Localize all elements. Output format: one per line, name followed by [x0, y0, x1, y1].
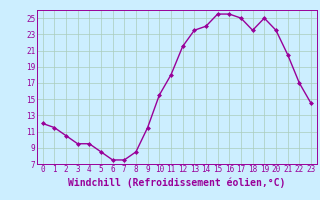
X-axis label: Windchill (Refroidissement éolien,°C): Windchill (Refroidissement éolien,°C) [68, 177, 285, 188]
